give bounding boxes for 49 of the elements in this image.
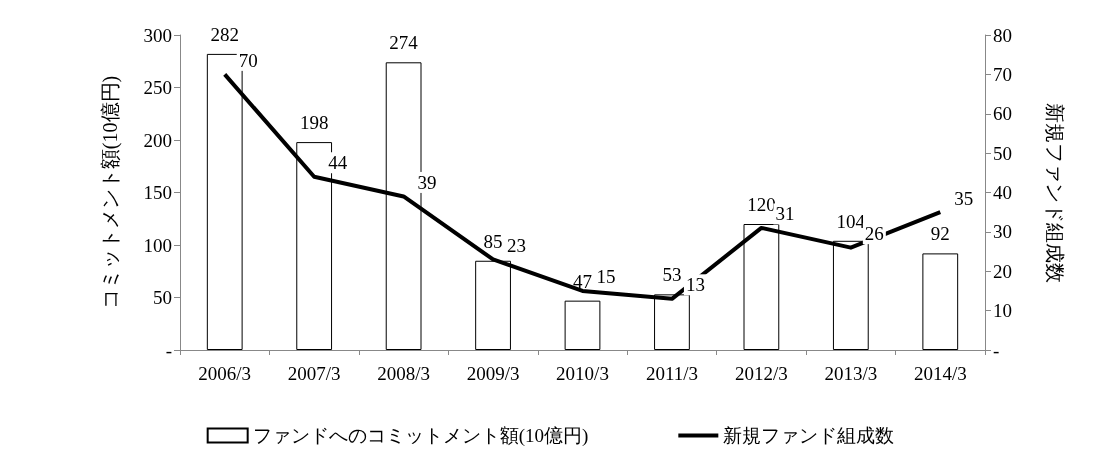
- data-label: 15: [596, 266, 616, 288]
- data-label: 92: [930, 223, 950, 245]
- bar: [922, 253, 959, 350]
- x-tick-label: 2010/3: [556, 363, 609, 384]
- y2-tick-label: 20: [993, 260, 1012, 282]
- y2-tick-label: 70: [993, 63, 1012, 85]
- x-tick-label: 2008/3: [377, 363, 430, 384]
- y2-axis-title: 新規ファンド組成数: [1044, 102, 1066, 283]
- data-label: 31: [775, 203, 795, 225]
- x-tick-label: 2012/3: [735, 363, 788, 384]
- y2-tick-label: 10: [993, 300, 1012, 322]
- data-label: 26: [864, 223, 884, 245]
- y-tick-label: 300: [143, 24, 172, 46]
- y2-tick-label: -: [993, 339, 1000, 361]
- y-tick-label: 100: [143, 234, 172, 256]
- x-tick-label: 2009/3: [466, 363, 520, 384]
- y-tick-label: -: [165, 339, 172, 361]
- y-axis-title: コミットメント額(10億円): [99, 75, 122, 310]
- data-label: 53: [662, 264, 682, 286]
- data-label: 70: [238, 49, 258, 71]
- data-label: 44: [328, 152, 348, 174]
- y2-tick-label: 60: [993, 103, 1012, 125]
- y-tick-label: 150: [143, 182, 172, 203]
- y-tick-label: 200: [143, 129, 172, 151]
- x-tick-label: 2006/3: [198, 363, 252, 384]
- y-tick-label: 50: [153, 287, 172, 308]
- data-label: 120: [747, 194, 776, 215]
- data-label: 274: [389, 32, 419, 54]
- data-label: 104: [836, 210, 866, 232]
- data-label: 282: [210, 23, 239, 45]
- x-tick-label: 2007/3: [287, 363, 341, 384]
- data-label: 39: [417, 171, 437, 193]
- x-tick-label: 2013/3: [824, 363, 878, 384]
- data-label: 23: [507, 234, 527, 256]
- y2-tick-label: 30: [993, 221, 1012, 243]
- legend-label: ファンドへのコミットメント額(10億円): [252, 425, 589, 447]
- y2-tick-label: 50: [993, 142, 1012, 164]
- data-label: 13: [685, 274, 705, 296]
- data-label: 47: [573, 270, 592, 292]
- data-label: 198: [299, 112, 329, 134]
- y-tick-label: 250: [143, 77, 172, 98]
- x-tick-label: 2011/3: [645, 363, 698, 384]
- legend-label: 新規ファンド組成数: [723, 425, 895, 446]
- y2-tick-label: 80: [993, 24, 1012, 46]
- y2-tick-label: 40: [993, 182, 1012, 203]
- bar: [564, 300, 601, 350]
- data-label: 35: [954, 187, 974, 209]
- x-tick-label: 2014/3: [913, 363, 967, 384]
- data-label: 85: [483, 230, 503, 252]
